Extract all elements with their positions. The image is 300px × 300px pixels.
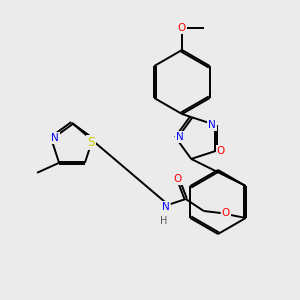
Text: N: N xyxy=(208,120,216,130)
Text: O: O xyxy=(217,146,225,156)
Text: O: O xyxy=(178,23,186,33)
Text: N: N xyxy=(176,132,184,142)
Text: O: O xyxy=(174,174,182,184)
Text: H: H xyxy=(160,216,167,226)
Text: S: S xyxy=(87,136,94,149)
Text: N: N xyxy=(51,133,59,143)
Text: O: O xyxy=(222,208,230,218)
Text: N: N xyxy=(162,202,170,212)
